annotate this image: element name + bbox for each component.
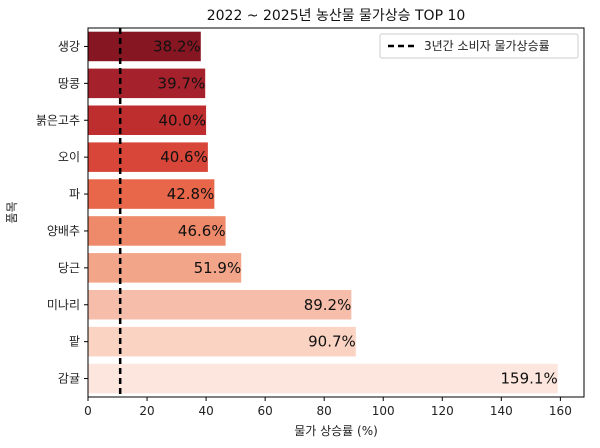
chart-title: 2022 ~ 2025년 농산물 물가상승 TOP 10 bbox=[207, 8, 466, 24]
y-axis-title: 품목 bbox=[5, 201, 19, 223]
bar-value-label: 46.6% bbox=[178, 222, 226, 240]
y-tick-label: 생강 bbox=[58, 39, 80, 53]
y-tick-label: 미나리 bbox=[47, 298, 80, 312]
bar-value-label: 51.9% bbox=[194, 259, 242, 277]
y-tick-label: 당근 bbox=[58, 261, 80, 275]
x-tick-label: 60 bbox=[258, 404, 273, 418]
bar-value-label: 40.6% bbox=[160, 148, 208, 166]
bar bbox=[88, 179, 215, 209]
bar bbox=[88, 142, 208, 172]
bars-group bbox=[88, 31, 558, 394]
x-tick-label: 0 bbox=[84, 404, 92, 418]
plot-frame bbox=[87, 27, 585, 398]
bar bbox=[88, 68, 206, 99]
x-tick-label: 120 bbox=[431, 404, 454, 418]
bar bbox=[88, 31, 201, 62]
legend-label: 3년간 소비자 물가상승률 bbox=[424, 39, 550, 53]
x-tick-label: 100 bbox=[372, 404, 395, 418]
bar-value-label: 90.7% bbox=[308, 333, 356, 351]
y-tick-label: 감귤 bbox=[58, 372, 80, 386]
x-axis-ticks: 0 20 40 60 80 100 120 140 160 bbox=[84, 397, 572, 418]
legend-box bbox=[379, 33, 579, 59]
x-tick-label: 140 bbox=[490, 404, 513, 418]
x-tick-label: 80 bbox=[317, 404, 332, 418]
y-tick-label: 땅콩 bbox=[58, 76, 80, 90]
x-tick-label: 40 bbox=[198, 404, 213, 418]
y-tick-label: 파 bbox=[69, 187, 80, 201]
bar-value-label: 40.0% bbox=[158, 111, 206, 129]
bar bbox=[88, 216, 226, 246]
bar-value-label: 42.8% bbox=[167, 185, 215, 203]
x-axis-title: 물가 상승률 (%) bbox=[294, 424, 378, 438]
bar-value-label: 39.7% bbox=[158, 74, 206, 92]
bar bbox=[88, 326, 356, 357]
x-tick-label: 20 bbox=[139, 404, 154, 418]
bar-value-label: 89.2% bbox=[304, 296, 352, 314]
bar bbox=[88, 105, 207, 136]
legend: 3년간 소비자 물가상승률 bbox=[379, 33, 579, 59]
y-tick-label: 오이 bbox=[58, 150, 80, 164]
y-tick-label: 양배추 bbox=[47, 224, 80, 238]
x-tick-label: 160 bbox=[549, 404, 572, 418]
bar-value-label: 38.2% bbox=[153, 37, 201, 55]
value-labels-group: 38.2% 39.7% 40.0% 40.6% 42.8% 46.6% 51.9% 89.2%… bbox=[153, 37, 558, 387]
y-tick-label: 붉은고추 bbox=[36, 113, 80, 127]
bar bbox=[88, 289, 352, 320]
bar-value-label: 159.1% bbox=[501, 370, 558, 388]
y-tick-label: 팥 bbox=[69, 335, 80, 349]
bar bbox=[88, 253, 242, 283]
bar bbox=[88, 363, 558, 394]
